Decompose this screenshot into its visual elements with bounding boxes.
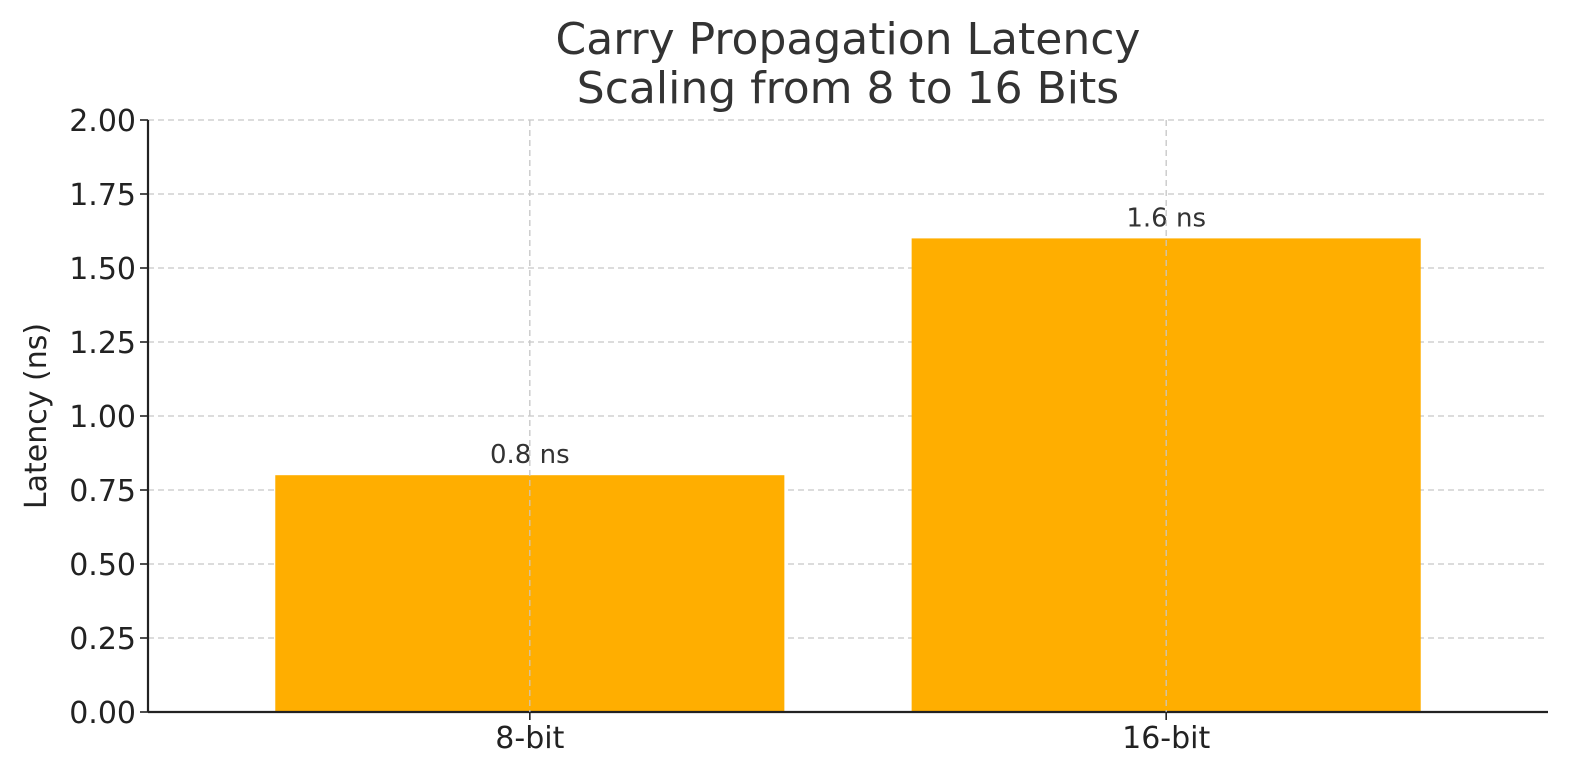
chart-title-line-1: Carry Propagation Latency [556,14,1141,65]
x-tick-label: 16-bit [1122,721,1210,756]
y-tick-label: 1.00 [69,400,136,435]
y-axis-label: Latency (ns) [19,323,54,509]
label-layer: 0.000.250.500.751.001.251.501.752.000.8 … [69,104,1210,756]
chart-title-line-2: Scaling from 8 to 16 Bits [577,63,1119,114]
y-tick-label: 0.75 [69,474,136,509]
axis-layer [140,119,1548,720]
x-tick-label: 8-bit [495,721,564,756]
y-tick-label: 1.75 [69,178,136,213]
y-tick-label: 0.50 [69,548,136,583]
y-tick-label: 0.00 [69,696,136,731]
bar-layer [275,238,1421,712]
bar-data-label: 1.6 ns [1126,203,1206,233]
y-tick-label: 1.25 [69,326,136,361]
y-tick-label: 1.50 [69,252,136,287]
y-tick-label: 2.00 [69,104,136,139]
y-tick-label: 0.25 [69,622,136,657]
